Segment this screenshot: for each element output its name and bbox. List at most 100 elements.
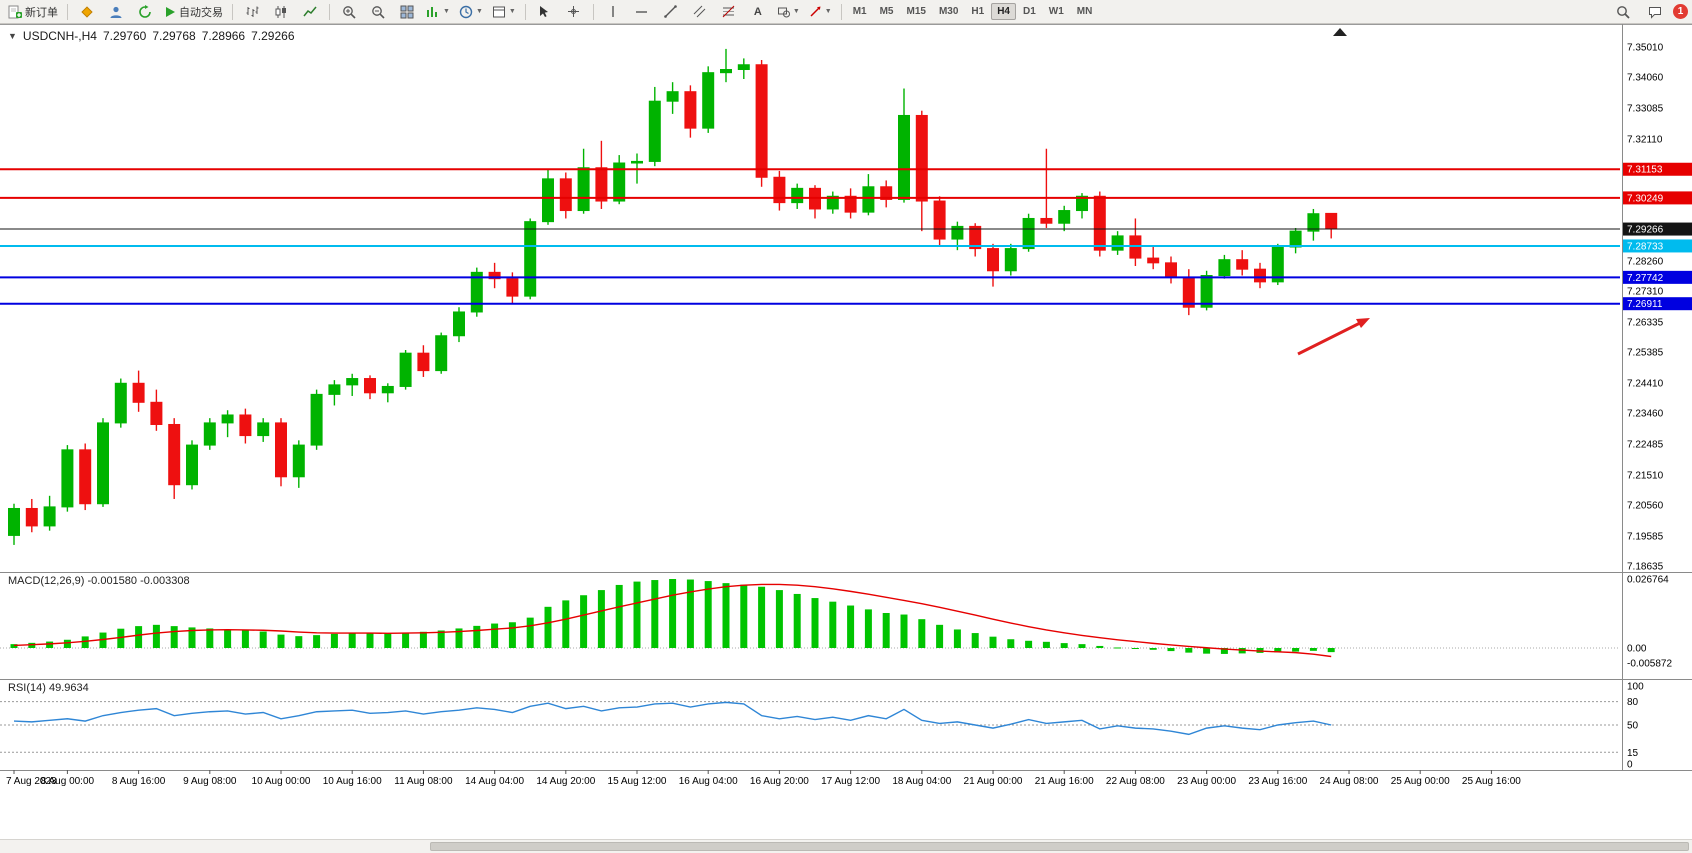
shapes-tool-button[interactable]: ▼	[773, 1, 804, 23]
line-chart-button[interactable]	[296, 1, 324, 23]
rsi-name: RSI(14)	[8, 682, 46, 694]
templates-button[interactable]: ▼	[488, 1, 520, 23]
timeframe-m15-button[interactable]: M15	[906, 6, 926, 17]
svg-text:7.28260: 7.28260	[1627, 256, 1664, 267]
svg-text:0.026764: 0.026764	[1627, 575, 1669, 586]
autotrading-button[interactable]: 自动交易	[160, 1, 227, 23]
rsi-panel[interactable]: 100 80 50 150	[0, 682, 1644, 771]
svg-text:7.28733: 7.28733	[1627, 241, 1664, 252]
hline-objects[interactable]	[0, 168, 1620, 305]
new-order-label: 新订单	[25, 6, 58, 19]
chevron-down-icon: ▼	[792, 8, 800, 15]
arrow-tool-icon	[810, 6, 821, 17]
chevron-down-icon: ▼	[508, 8, 516, 15]
svg-text:14 Aug 20:00: 14 Aug 20:00	[536, 776, 595, 787]
vertical-line-tool-button[interactable]	[599, 1, 627, 23]
scrollbar-thumb[interactable]	[430, 842, 1689, 851]
svg-text:16 Aug 04:00: 16 Aug 04:00	[679, 776, 738, 787]
mql5-market-button[interactable]	[73, 1, 101, 23]
timeframe-m1-button[interactable]: M1	[852, 6, 867, 17]
svg-text:7.34060: 7.34060	[1627, 73, 1664, 84]
toolbar-right-group: 1	[1609, 1, 1688, 23]
gold-diamond-icon	[81, 5, 93, 18]
chart-shift-marker[interactable]	[1333, 28, 1347, 36]
toolbar-separator	[232, 3, 233, 20]
zoom-in-icon	[343, 5, 356, 19]
bar-chart-button[interactable]	[238, 1, 266, 23]
svg-text:7.27310: 7.27310	[1627, 287, 1664, 298]
timeframe-m5-button[interactable]: M5	[879, 6, 894, 17]
toolbar-separator	[67, 3, 68, 20]
search-button[interactable]	[1609, 1, 1637, 23]
fibonacci-icon	[722, 5, 735, 18]
timeframe-h4-button[interactable]: H4	[991, 3, 1016, 20]
period-button[interactable]: ▼	[455, 1, 487, 23]
tile-windows-icon	[400, 5, 414, 18]
tile-windows-button[interactable]	[393, 1, 421, 23]
new-order-icon	[8, 5, 22, 18]
svg-text:7.24410: 7.24410	[1627, 378, 1664, 389]
horizontal-line-tool-button[interactable]	[628, 1, 656, 23]
toolbar-separator	[329, 3, 330, 20]
zoom-out-button[interactable]	[364, 1, 392, 23]
arrows-tool-button[interactable]: ▼	[805, 1, 836, 23]
svg-text:7.23460: 7.23460	[1627, 409, 1664, 420]
bar-chart-icon	[246, 6, 259, 17]
price-axis[interactable]: 7.35010 7.34060 7.33085 7.32110 7.28260 7.273…	[1623, 43, 1692, 573]
trendline-icon	[664, 5, 678, 18]
chevron-down-icon: ▼	[443, 8, 450, 15]
candlestick-chart-icon	[275, 5, 286, 18]
timeframe-mn-button[interactable]: MN	[1076, 6, 1093, 17]
svg-text:7.22485: 7.22485	[1627, 439, 1664, 450]
macd-value-main: -0.001580	[87, 575, 138, 587]
clock-icon	[459, 5, 473, 18]
svg-text:8 Aug 00:00: 8 Aug 00:00	[41, 776, 95, 787]
community-profile-button[interactable]	[102, 1, 130, 23]
chart-title-bar: ▼ USDCNH-,H4 7.29760 7.29768 7.28966 7.2…	[8, 29, 295, 43]
crosshair-button[interactable]	[560, 1, 588, 23]
one-click-trading-toggle[interactable]: ▼	[8, 31, 17, 41]
horizontal-scrollbar[interactable]	[0, 839, 1692, 853]
refresh-button[interactable]	[131, 1, 159, 23]
candles-layer[interactable]	[8, 48, 1338, 545]
svg-text:21 Aug 00:00: 21 Aug 00:00	[964, 776, 1023, 787]
crosshair-icon	[568, 6, 580, 17]
chat-button[interactable]	[1641, 1, 1669, 23]
svg-text:7.29266: 7.29266	[1627, 225, 1664, 236]
svg-text:7.21510: 7.21510	[1627, 470, 1664, 481]
svg-text:50: 50	[1627, 721, 1639, 732]
macd-indicator-label: MACD(12,26,9) -0.001580 -0.003308	[8, 575, 190, 587]
candlestick-chart-button[interactable]	[267, 1, 295, 23]
search-icon	[1617, 5, 1630, 19]
toolbar-separator	[840, 3, 842, 20]
svg-text:16 Aug 20:00: 16 Aug 20:00	[750, 776, 809, 787]
fibonacci-tool-button[interactable]	[715, 1, 743, 23]
svg-text:7 Aug 2023: 7 Aug 2023	[6, 776, 57, 787]
zoom-in-button[interactable]	[335, 1, 363, 23]
indicators-icon	[427, 6, 437, 17]
autotrading-play-icon	[166, 6, 175, 17]
notification-badge[interactable]: 1	[1673, 4, 1688, 19]
macd-panel[interactable]: 0.026764 0.00 -0.005872	[0, 575, 1672, 670]
timeframe-w1-button[interactable]: W1	[1048, 6, 1064, 17]
svg-text:80: 80	[1627, 697, 1639, 708]
ohlc-low: 7.28966	[201, 29, 246, 43]
timeframe-m30-button[interactable]: M30	[938, 6, 959, 17]
text-tool-button[interactable]: A	[753, 5, 762, 18]
timeframe-h1-button[interactable]: H1	[971, 6, 985, 17]
channel-tool-button[interactable]	[686, 1, 714, 23]
svg-text:7.18635: 7.18635	[1627, 562, 1664, 573]
svg-text:10 Aug 16:00: 10 Aug 16:00	[323, 776, 382, 787]
indicators-button[interactable]: ▼	[422, 1, 454, 23]
chat-bubble-icon	[1649, 6, 1661, 19]
arrow-annotation[interactable]	[1297, 318, 1370, 356]
new-order-button[interactable]: 新订单	[4, 1, 62, 23]
timeframe-d1-button[interactable]: D1	[1023, 6, 1036, 17]
cursor-button[interactable]	[531, 1, 559, 23]
trendline-tool-button[interactable]	[657, 1, 685, 23]
svg-text:7.35010: 7.35010	[1627, 43, 1664, 54]
ohlc-close: 7.29266	[251, 29, 295, 43]
rsi-value: 49.9634	[48, 682, 89, 694]
